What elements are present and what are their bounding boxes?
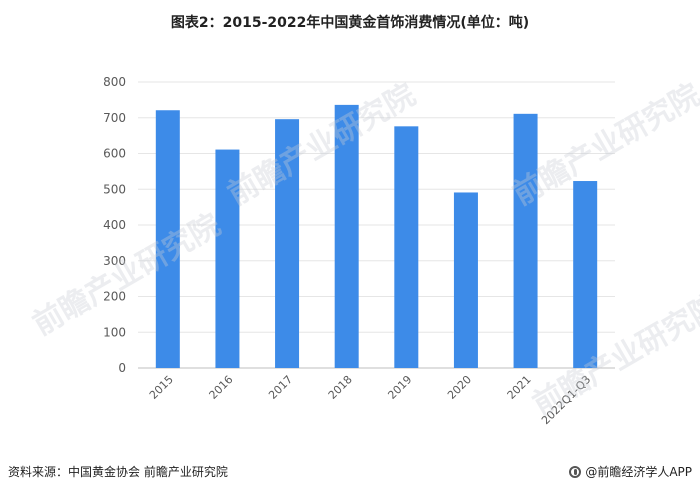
- x-tick-label: 2018: [326, 373, 355, 402]
- y-tick-label: 100: [103, 325, 126, 339]
- brand: @前瞻经济学人APP: [569, 463, 692, 480]
- y-tick-label: 400: [103, 218, 126, 232]
- brand-logo-icon: [569, 465, 582, 478]
- bar: [394, 126, 419, 368]
- y-tick-label: 800: [103, 75, 126, 89]
- x-tick-label: 2021: [505, 373, 534, 402]
- bar: [573, 181, 598, 368]
- footer: 资料来源：中国黄金协会 前瞻产业研究院 @前瞻经济学人APP: [8, 463, 692, 481]
- x-tick-label: 2015: [147, 373, 176, 402]
- brand-label: @前瞻经济学人APP: [585, 465, 692, 479]
- bar: [513, 113, 538, 368]
- bar: [215, 149, 240, 368]
- y-tick-label: 500: [103, 182, 126, 196]
- chart-title: 图表2：2015-2022年中国黄金首饰消费情况(单位：吨): [170, 15, 530, 31]
- bar: [275, 119, 300, 369]
- bar: [453, 192, 478, 368]
- y-tick-label: 300: [103, 254, 126, 268]
- x-tick-label: 2020: [445, 373, 474, 402]
- x-tick-label: 2022Q1-Q3: [539, 373, 593, 427]
- y-tick-label: 200: [103, 290, 126, 304]
- bar: [334, 104, 359, 368]
- source-note: 资料来源：中国黄金协会 前瞻产业研究院: [8, 465, 228, 479]
- y-tick-label: 600: [103, 147, 126, 161]
- y-tick-label: 0: [118, 361, 126, 375]
- y-tick-label: 700: [103, 111, 126, 125]
- x-tick-label: 2019: [385, 373, 414, 402]
- x-tick-label: 2017: [266, 373, 295, 402]
- bar: [155, 110, 180, 369]
- x-tick-label: 2016: [207, 373, 236, 402]
